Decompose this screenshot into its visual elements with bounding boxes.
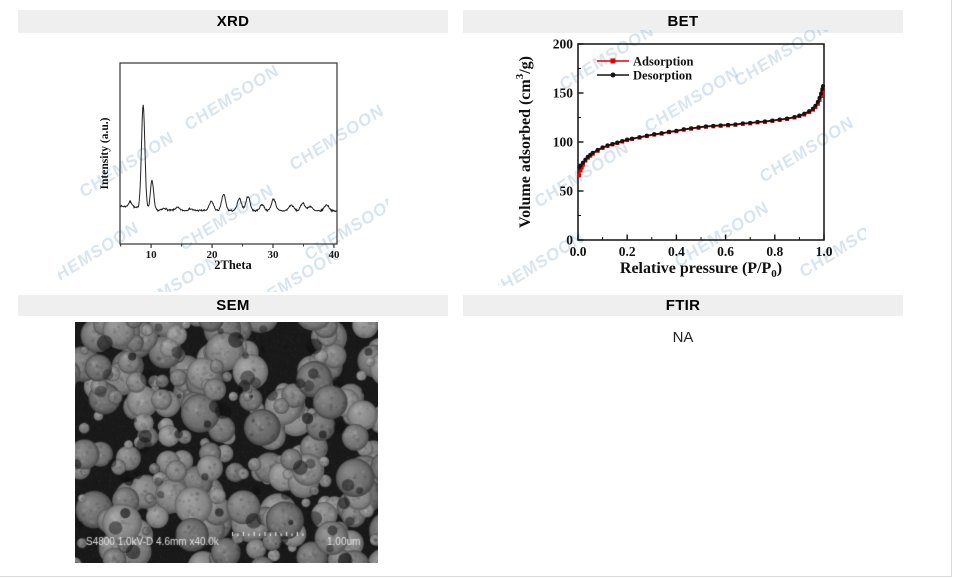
xrd-panel-title: XRD	[216, 13, 250, 30]
svg-text:30: 30	[267, 249, 279, 261]
ftir-panel-header: FTIR	[463, 295, 903, 316]
xrd-panel-header: XRD	[18, 10, 448, 33]
bet-figure: CHEMSOON CHEMSOON CHEMSOON CHEMSOON CHEMSOON…	[498, 30, 866, 286]
svg-text:200: 200	[553, 37, 574, 52]
bet-panel-title: BET	[667, 13, 699, 30]
svg-text:0.6: 0.6	[717, 244, 734, 259]
svg-text:1.0: 1.0	[816, 244, 833, 259]
svg-text:150: 150	[553, 86, 574, 101]
page-border-right	[951, 0, 952, 577]
svg-text:0.2: 0.2	[619, 244, 636, 259]
sem-panel-header: SEM	[18, 295, 448, 316]
svg-text:Desorption: Desorption	[633, 69, 692, 83]
ftir-na-text: NA	[672, 329, 694, 346]
bet-panel-header: BET	[463, 10, 903, 33]
svg-text:Adsorption: Adsorption	[633, 55, 693, 69]
xrd-chart: 10 20 30 40 2Theta Intensity (a.u.)	[99, 62, 340, 272]
svg-text:40: 40	[328, 249, 340, 261]
svg-text:Intensity (a.u.): Intensity (a.u.)	[99, 117, 111, 189]
svg-text:10: 10	[146, 249, 158, 261]
svg-text:Volume adsorbed (cm3/g): Volume adsorbed (cm3/g)	[514, 56, 534, 228]
xrd-figure: CHEMSOON CHEMSOON CHEMSOON CHEMSOON CHEMSOON…	[58, 40, 388, 292]
svg-text:0.4: 0.4	[668, 244, 685, 259]
bet-chart: 0 50 100 150 200 0.0 0.2 0.4 0.6 0.8 1.0 Relative p…	[514, 37, 833, 281]
svg-text:0.8: 0.8	[766, 244, 783, 259]
sem-image	[75, 322, 378, 563]
svg-text:20: 20	[207, 249, 219, 261]
svg-text:50: 50	[560, 184, 574, 199]
svg-text:0.0: 0.0	[570, 244, 587, 259]
svg-text:Relative pressure (P/P0): Relative pressure (P/P0)	[620, 260, 782, 280]
page-border-bottom	[0, 576, 952, 577]
svg-text:100: 100	[553, 135, 574, 150]
svg-text:2Theta: 2Theta	[214, 258, 252, 272]
sem-panel-title: SEM	[216, 297, 250, 314]
ftir-panel-title: FTIR	[665, 297, 701, 314]
svg-text:0: 0	[566, 233, 573, 248]
